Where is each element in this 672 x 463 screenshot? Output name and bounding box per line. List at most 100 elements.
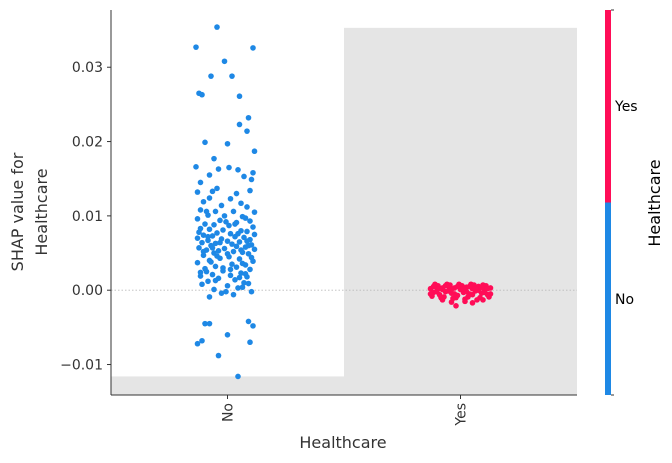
point-no-52 [206, 226, 213, 233]
point-no-71 [229, 241, 235, 247]
point-no-80 [215, 248, 222, 254]
point-no-100 [238, 270, 244, 276]
x-ticks: No Yes [221, 395, 470, 427]
histogram-band-yes [344, 27, 577, 396]
y-axis-title-line-1: SHAP value for [8, 152, 27, 271]
point-yes-59 [472, 285, 479, 292]
point-no-112 [248, 288, 255, 295]
point-no-76 [196, 245, 202, 251]
point-no-63 [194, 235, 201, 241]
point-no-153 [245, 280, 252, 287]
point-no-19 [235, 166, 241, 173]
point-no-149 [242, 271, 249, 277]
point-no-94 [212, 263, 219, 270]
point-no-50 [250, 224, 256, 230]
point-no-122 [224, 331, 231, 338]
point-no-123 [199, 337, 205, 344]
point-yes-57 [460, 285, 467, 292]
point-no-131 [232, 221, 238, 227]
point-no-44 [217, 217, 223, 224]
point-no-10 [236, 121, 243, 128]
point-no-32 [200, 198, 207, 205]
point-no-138 [209, 245, 216, 251]
point-no-60 [209, 233, 216, 239]
point-no-14 [251, 148, 258, 155]
point-no-113 [218, 290, 225, 296]
point-no-130 [223, 219, 229, 225]
point-no-128 [203, 208, 210, 215]
point-no-105 [232, 276, 238, 283]
point-no-137 [245, 242, 252, 249]
point-yes-54 [442, 282, 449, 289]
point-no-12 [202, 139, 208, 146]
point-no-43 [194, 216, 201, 222]
point-no-109 [224, 282, 231, 289]
point-no-127 [235, 373, 241, 380]
point-no-146 [220, 265, 226, 271]
y-axis-title-line-2: Healthcare [32, 168, 51, 255]
point-no-23 [248, 176, 255, 183]
point-yes-65 [462, 298, 468, 305]
point-no-144 [208, 259, 214, 265]
point-no-38 [230, 208, 237, 215]
point-yes-60 [478, 284, 485, 291]
point-no-110 [235, 285, 241, 291]
y-tick-label: −0.01 [60, 358, 103, 374]
point-yes-62 [448, 299, 455, 305]
point-yes-45 [451, 291, 458, 297]
scatter-points [193, 24, 494, 380]
point-yes-55 [448, 286, 455, 293]
point-no-102 [227, 272, 234, 279]
point-no-69 [199, 239, 205, 246]
point-no-136 [217, 239, 223, 246]
point-yes-58 [466, 283, 473, 290]
y-tick-label: 0.02 [72, 135, 103, 151]
point-no-31 [227, 195, 234, 202]
point-yes-48 [469, 291, 476, 298]
point-no-8 [199, 91, 205, 98]
point-no-152 [212, 277, 219, 284]
point-no-147 [227, 266, 234, 273]
colorbar-label-low: No [615, 292, 634, 308]
point-no-91 [194, 259, 201, 266]
point-no-25 [214, 185, 220, 192]
point-no-111 [211, 286, 217, 293]
point-no-29 [233, 190, 240, 197]
point-no-114 [230, 291, 237, 298]
point-no-68 [236, 239, 243, 245]
histogram-bands [111, 27, 577, 396]
point-no-142 [214, 253, 220, 259]
point-no-119 [206, 320, 213, 327]
point-no-48 [211, 221, 217, 228]
point-yes-41 [427, 291, 434, 297]
point-no-139 [238, 247, 244, 253]
point-no-134 [205, 233, 211, 240]
point-no-92 [229, 261, 235, 267]
histogram-band-no [111, 376, 344, 395]
point-no-124 [194, 340, 201, 347]
colorbar [605, 10, 611, 395]
point-no-21 [206, 172, 213, 178]
point-yes-52 [430, 283, 437, 290]
point-yes-66 [453, 303, 459, 309]
point-no-9 [245, 114, 252, 121]
point-no-4 [208, 73, 214, 79]
point-no-33 [238, 200, 244, 207]
point-no-95 [233, 264, 240, 270]
y-ticks: −0.01 0.00 0.01 0.02 0.03 [60, 60, 111, 374]
point-no-135 [244, 238, 250, 244]
point-yes-61 [484, 285, 491, 292]
point-no-53 [220, 227, 226, 233]
point-no-121 [250, 323, 256, 329]
point-no-20 [250, 169, 256, 176]
point-no-2 [250, 45, 256, 51]
point-no-81 [230, 248, 237, 255]
point-no-26 [247, 187, 253, 194]
point-no-151 [236, 274, 243, 281]
point-no-17 [226, 164, 232, 171]
point-no-77 [221, 245, 228, 252]
point-no-141 [224, 250, 231, 257]
point-no-55 [244, 228, 250, 235]
point-no-88 [236, 256, 243, 262]
